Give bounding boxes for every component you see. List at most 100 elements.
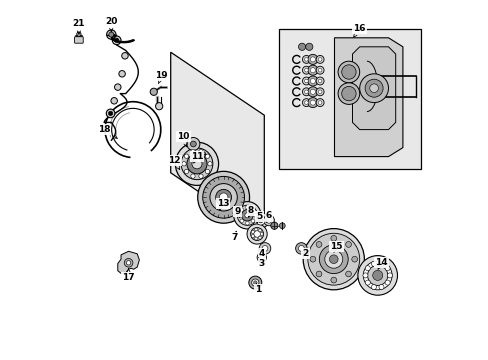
Circle shape bbox=[365, 266, 369, 271]
Text: 9: 9 bbox=[234, 207, 240, 218]
FancyBboxPatch shape bbox=[75, 37, 83, 43]
Text: 16: 16 bbox=[353, 24, 365, 37]
Text: 11: 11 bbox=[190, 152, 203, 163]
Circle shape bbox=[112, 36, 121, 45]
Circle shape bbox=[240, 208, 243, 211]
Circle shape bbox=[244, 213, 249, 218]
Circle shape bbox=[108, 32, 114, 37]
Text: 20: 20 bbox=[105, 17, 117, 32]
Circle shape bbox=[207, 162, 212, 166]
Circle shape bbox=[259, 243, 270, 254]
Circle shape bbox=[262, 246, 267, 251]
Circle shape bbox=[365, 79, 382, 97]
Circle shape bbox=[318, 79, 321, 83]
Circle shape bbox=[181, 148, 212, 180]
Circle shape bbox=[318, 101, 321, 104]
Text: 6: 6 bbox=[265, 211, 271, 222]
Circle shape bbox=[199, 174, 203, 178]
Circle shape bbox=[251, 208, 254, 211]
Circle shape bbox=[307, 87, 317, 97]
Circle shape bbox=[315, 271, 321, 277]
Circle shape bbox=[386, 273, 392, 278]
Circle shape bbox=[367, 265, 387, 285]
Circle shape bbox=[219, 193, 227, 202]
Circle shape bbox=[279, 223, 285, 229]
Circle shape bbox=[316, 99, 324, 107]
Text: 2: 2 bbox=[302, 249, 308, 258]
Circle shape bbox=[200, 152, 205, 157]
Text: 17: 17 bbox=[122, 269, 135, 282]
Circle shape bbox=[155, 103, 163, 110]
Circle shape bbox=[241, 210, 253, 221]
Circle shape bbox=[307, 76, 317, 86]
Circle shape bbox=[365, 280, 369, 285]
Circle shape bbox=[175, 142, 218, 185]
Circle shape bbox=[363, 261, 391, 290]
Text: 3: 3 bbox=[258, 258, 264, 268]
Circle shape bbox=[337, 61, 359, 83]
Circle shape bbox=[330, 277, 336, 283]
Circle shape bbox=[319, 245, 347, 274]
Circle shape bbox=[318, 58, 321, 61]
Circle shape bbox=[251, 235, 254, 238]
Circle shape bbox=[259, 255, 264, 260]
Circle shape bbox=[258, 229, 261, 232]
Circle shape bbox=[310, 57, 315, 62]
Circle shape bbox=[150, 88, 157, 95]
Circle shape bbox=[298, 43, 305, 50]
Circle shape bbox=[307, 54, 317, 64]
Circle shape bbox=[215, 189, 231, 205]
Circle shape bbox=[316, 77, 324, 85]
Circle shape bbox=[316, 88, 324, 96]
Circle shape bbox=[258, 236, 261, 239]
Text: 7: 7 bbox=[231, 231, 237, 242]
Circle shape bbox=[304, 90, 307, 94]
Circle shape bbox=[205, 154, 209, 158]
Circle shape bbox=[190, 174, 195, 178]
Circle shape bbox=[369, 84, 378, 93]
Circle shape bbox=[307, 233, 359, 285]
Text: 4: 4 bbox=[258, 248, 264, 258]
Circle shape bbox=[251, 219, 254, 223]
Circle shape bbox=[318, 90, 321, 94]
Circle shape bbox=[305, 43, 312, 50]
Circle shape bbox=[199, 149, 203, 154]
Circle shape bbox=[310, 89, 315, 94]
Text: 21: 21 bbox=[73, 19, 85, 34]
Circle shape bbox=[337, 83, 359, 104]
Text: 1: 1 bbox=[255, 283, 261, 294]
Circle shape bbox=[371, 284, 376, 289]
Circle shape bbox=[304, 79, 307, 83]
Circle shape bbox=[362, 273, 367, 278]
Circle shape bbox=[345, 271, 351, 277]
Circle shape bbox=[233, 202, 261, 229]
Circle shape bbox=[384, 266, 389, 271]
Circle shape bbox=[246, 224, 266, 244]
Circle shape bbox=[310, 68, 315, 73]
Circle shape bbox=[378, 284, 383, 289]
Circle shape bbox=[203, 176, 244, 218]
Circle shape bbox=[263, 215, 274, 226]
Circle shape bbox=[270, 222, 277, 229]
Text: 8: 8 bbox=[247, 206, 254, 217]
Circle shape bbox=[304, 101, 307, 104]
Circle shape bbox=[302, 99, 310, 107]
Circle shape bbox=[250, 228, 263, 240]
Circle shape bbox=[265, 217, 271, 223]
Circle shape bbox=[303, 229, 364, 290]
Circle shape bbox=[341, 65, 355, 79]
Circle shape bbox=[245, 221, 249, 225]
Circle shape bbox=[359, 74, 387, 103]
Circle shape bbox=[77, 32, 81, 36]
Circle shape bbox=[309, 256, 315, 262]
Circle shape bbox=[253, 231, 260, 237]
Circle shape bbox=[192, 159, 202, 169]
Circle shape bbox=[237, 213, 241, 217]
Circle shape bbox=[122, 53, 128, 59]
Text: 15: 15 bbox=[329, 242, 342, 252]
Circle shape bbox=[254, 237, 257, 240]
Circle shape bbox=[184, 154, 188, 158]
Polygon shape bbox=[118, 251, 139, 274]
Circle shape bbox=[345, 242, 351, 247]
Circle shape bbox=[302, 66, 310, 74]
